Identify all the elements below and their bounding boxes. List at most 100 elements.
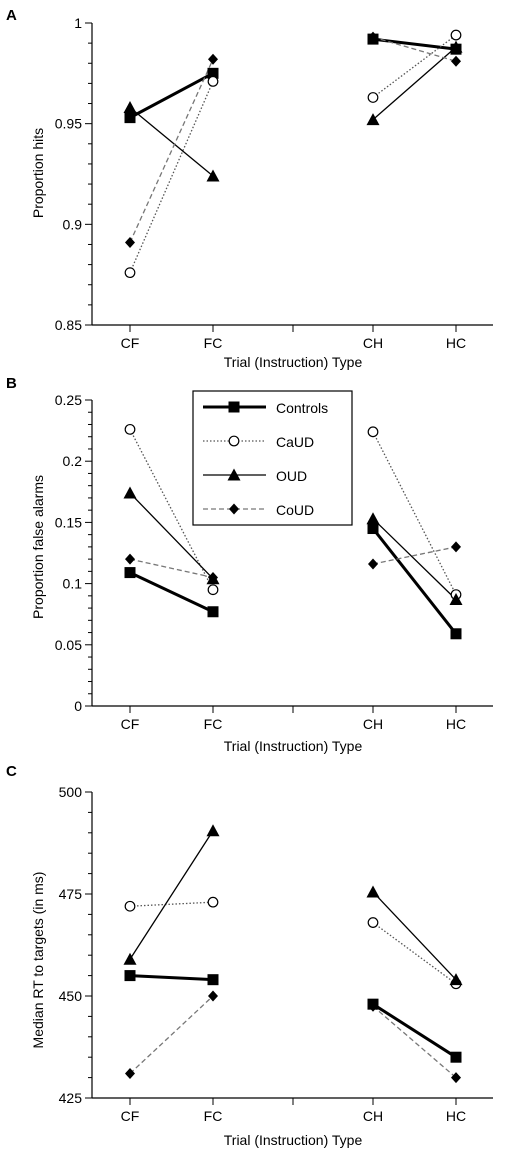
panel-a-line-controls <box>129 72 214 119</box>
legend-sample-marker-caud <box>228 435 240 447</box>
panel-a-point-caud-hc <box>450 29 462 41</box>
panel-c-line-caud <box>372 922 457 985</box>
panel-a-line-coud <box>129 58 214 243</box>
panel-a-x-tick-label-fc: FC <box>204 335 223 351</box>
panel-c-point-caud-cf <box>124 900 136 912</box>
panel-b-point-coud-hc <box>451 541 461 553</box>
legend-sample-marker-oud <box>227 468 241 481</box>
panel-c-point-oud-fc <box>206 824 220 837</box>
panel-a-point-coud-ch <box>368 31 378 43</box>
panel-a-y-tick-label: 0.85 <box>55 317 82 333</box>
panel-a-line-oud <box>129 107 214 177</box>
legend-label-coud: CoUD <box>276 502 314 518</box>
panel-b-line-oud <box>372 518 457 600</box>
panel-a-point-oud-fc <box>206 169 220 182</box>
panel-b-point-oud-hc <box>449 593 463 606</box>
panel-a-x-tick-label-hc: HC <box>446 335 466 351</box>
panel-a-point-controls-fc <box>207 67 219 79</box>
panel-b-x-axis-title: Trial (Instruction) Type <box>224 738 363 754</box>
panel-b-x-tick-label-fc: FC <box>204 716 223 732</box>
panel-b-point-coud-ch <box>368 558 378 570</box>
panel-b-line-caud <box>372 431 457 595</box>
panel-c-line-oud <box>129 830 214 960</box>
panel-b-point-oud-cf <box>123 486 137 499</box>
panel-b-line-oud <box>129 492 214 580</box>
panel-c-point-controls-fc <box>207 974 219 986</box>
panel-c-y-tick-label: 475 <box>59 886 83 902</box>
panel-a-point-oud-ch <box>366 113 380 126</box>
panel-c-line-coud <box>129 995 214 1074</box>
panel-c-point-controls-cf <box>124 970 136 982</box>
legend-label-oud: OUD <box>276 468 307 484</box>
panel-a-x-tick-label-cf: CF <box>121 335 140 351</box>
panel-b-point-controls-ch <box>367 523 379 535</box>
legend-label-caud: CaUD <box>276 434 314 450</box>
panel-a-point-caud-ch <box>367 92 379 103</box>
panel-a-line-coud <box>372 36 457 62</box>
panel-a-point-caud-cf <box>124 267 136 279</box>
panel-c-line-controls <box>129 974 214 982</box>
panel-b-y-tick-label: 0.15 <box>55 514 82 530</box>
legend-sample-marker-controls <box>228 401 240 413</box>
panel-b-y-tick-label: 0.2 <box>63 453 83 469</box>
panel-a-point-coud-hc <box>451 55 461 67</box>
panel-b-point-caud-cf <box>124 423 136 435</box>
panel-c-point-coud-ch <box>368 1000 378 1012</box>
panel-b-y-tick-label: 0 <box>74 698 82 714</box>
panel-c-point-coud-hc <box>451 1072 461 1084</box>
panel-c-y-axis-title: Median RT to targets (in ms) <box>30 872 46 1049</box>
panel-b-point-coud-cf <box>125 553 135 565</box>
panel-c-x-tick-label-fc: FC <box>204 1108 223 1124</box>
panel-a-y-tick-label: 1 <box>74 15 82 31</box>
panel-a-x-tick-label-ch: CH <box>363 335 383 351</box>
panel-b-point-controls-fc <box>207 606 219 618</box>
panel-b-point-caud-fc <box>207 584 219 596</box>
panel-c-x-tick-label-hc: HC <box>446 1108 466 1124</box>
panel-b-line-controls <box>129 571 214 614</box>
panel-a-y-tick-label: 0.9 <box>63 216 83 232</box>
panel-b-point-controls-cf <box>124 567 136 579</box>
panel-b: B Proportion false alarms Trial (Instruc… <box>6 375 493 754</box>
panel-b-y-tick-label: 0.1 <box>63 576 83 592</box>
panel-a-point-coud-cf <box>125 236 135 248</box>
panel-b-y-tick-label: 0.05 <box>55 637 82 653</box>
panel-a-y-tick-label: 0.95 <box>55 116 82 132</box>
panel-c-line-oud <box>372 891 457 981</box>
panel-b-x-tick-label-hc: HC <box>446 716 466 732</box>
panel-b-point-controls-hc <box>450 628 462 640</box>
panel-c-point-caud-ch <box>367 917 379 928</box>
panel-c-point-controls-hc <box>450 1051 462 1063</box>
legend: Controls CaUD OUD CoUD <box>192 390 353 526</box>
panel-c-point-oud-cf <box>123 952 137 965</box>
panel-b-line-coud <box>129 558 214 579</box>
panel-b-point-caud-ch <box>367 426 379 438</box>
panel-c: C Median RT to targets (in ms) Trial (In… <box>6 763 493 1148</box>
legend-sample-marker-coud <box>229 503 239 515</box>
panel-b-letter: B <box>6 375 17 392</box>
panel-c-point-coud-fc <box>208 990 218 1002</box>
panel-c-y-tick-label: 450 <box>59 988 83 1004</box>
panel-a-y-axis-title: Proportion hits <box>30 128 46 218</box>
panel-c-line-controls <box>372 1002 457 1059</box>
panel-c-x-axis-title: Trial (Instruction) Type <box>224 1132 363 1148</box>
panel-a: A Proportion hits Trial (Instruction) Ty… <box>6 7 493 370</box>
panel-c-y-tick-label: 500 <box>59 784 83 800</box>
panel-b-point-oud-ch <box>366 512 380 525</box>
panel-a-line-oud <box>372 46 457 121</box>
panel-a-point-caud-fc <box>207 75 219 87</box>
legend-box <box>192 390 353 526</box>
panel-b-x-tick-label-ch: CH <box>363 716 383 732</box>
panel-c-x-tick-label-cf: CF <box>121 1108 140 1124</box>
legend-label-controls: Controls <box>276 400 328 416</box>
panel-b-y-tick-label: 0.25 <box>55 392 82 408</box>
panel-a-line-controls <box>372 37 457 51</box>
panel-a-point-oud-cf <box>123 101 137 114</box>
panel-b-line-controls <box>371 527 458 635</box>
panel-a-letter: A <box>6 7 17 24</box>
panel-c-point-coud-cf <box>125 1068 135 1080</box>
panel-a-x-axis-title: Trial (Instruction) Type <box>224 354 363 370</box>
panel-a-point-oud-hc <box>449 40 463 53</box>
panel-c-line-coud <box>372 1005 457 1079</box>
panel-c-point-oud-hc <box>449 973 463 986</box>
